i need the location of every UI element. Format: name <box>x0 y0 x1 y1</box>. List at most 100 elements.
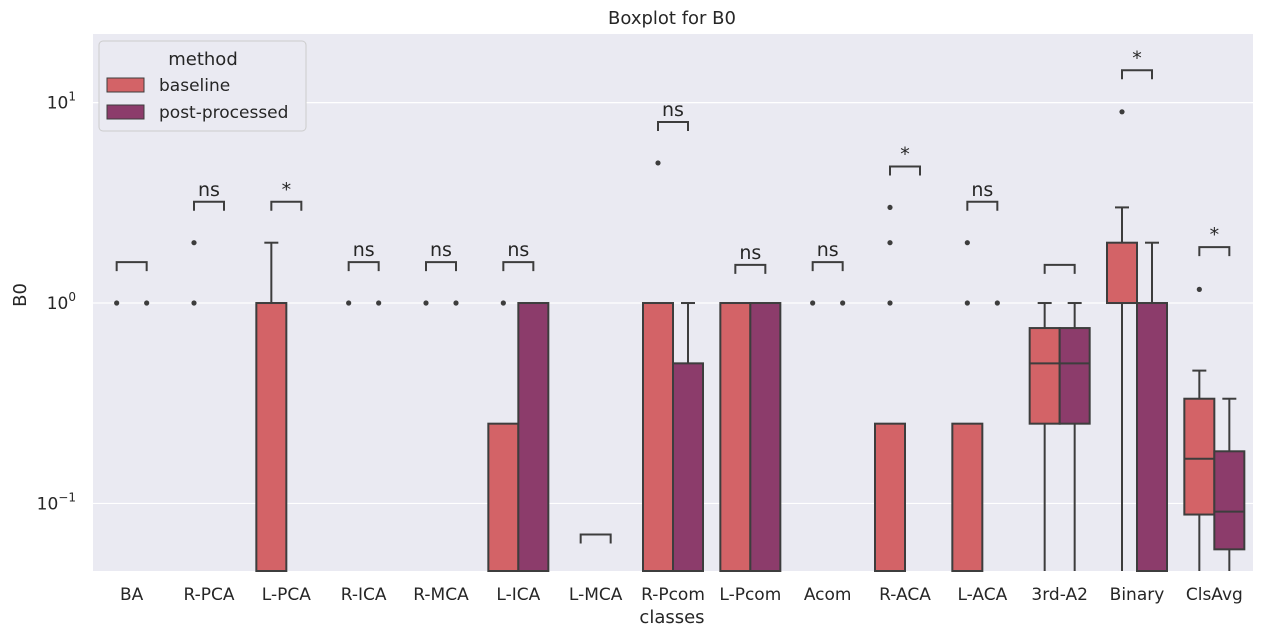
significance-bracket <box>811 261 844 272</box>
significance-label: ns <box>662 99 684 121</box>
x-tick-label: Acom <box>804 585 852 605</box>
box-flier <box>1196 286 1202 292</box>
significance-label: ns <box>198 179 220 201</box>
box-flier <box>655 160 661 166</box>
legend: method baseline post-processed <box>98 40 307 132</box>
significance-label: ns <box>817 239 839 261</box>
y-tick-base: 10 <box>47 94 69 114</box>
x-tick-label: Binary <box>1110 585 1165 605</box>
chart-title: Boxplot for B0 <box>608 8 736 29</box>
x-tick-label: R-ICA <box>341 585 387 605</box>
significance-bracket <box>193 200 225 211</box>
box-flier <box>376 300 382 306</box>
significance-bracket <box>502 261 535 272</box>
y-tick-exponent: −1 <box>58 490 76 504</box>
significance-label: ns <box>353 239 375 261</box>
box-body <box>1106 241 1138 305</box>
box-body <box>1183 397 1216 516</box>
box-flier <box>1119 109 1125 115</box>
x-tick-label: L-MCA <box>569 585 623 605</box>
box-flier <box>191 300 197 306</box>
box-flier <box>887 300 893 306</box>
significance-label: * <box>1132 47 1142 69</box>
legend-label-post-processed: post-processed <box>159 103 288 123</box>
legend-swatch-baseline <box>106 77 145 93</box>
box-flier <box>887 204 893 211</box>
box-layer <box>114 109 1246 572</box>
box-flier <box>453 300 459 306</box>
box-flier <box>964 240 970 246</box>
box-body <box>255 302 288 572</box>
box-body <box>1213 450 1246 551</box>
x-tick-label: L-ICA <box>496 585 540 605</box>
y-tick-label: 101 <box>47 90 76 114</box>
box-body <box>874 422 906 572</box>
x-tick-label: R-PCA <box>183 585 234 605</box>
box-flier <box>114 300 120 306</box>
x-tick-label: L-ACA <box>957 585 1007 605</box>
x-tick-label: 3rd-A2 <box>1031 585 1088 605</box>
y-tick-exponent: 1 <box>68 90 76 104</box>
significance-bracket <box>115 261 148 272</box>
significance-bracket <box>1043 263 1076 274</box>
box-body <box>487 422 520 572</box>
x-axis-ticks: BA R-PCA L-PCA R-ICA R-MCA L-ICA L-MCA R-Pcom L-… <box>120 585 1243 605</box>
box-body <box>1136 302 1168 572</box>
box-body <box>517 302 550 572</box>
significance-bracket <box>657 121 689 132</box>
significance-label: ns <box>507 239 529 261</box>
box-flier <box>144 300 150 306</box>
y-tick-base: 10 <box>47 294 69 314</box>
x-tick-label: BA <box>120 585 144 605</box>
box-body <box>1028 327 1061 425</box>
x-tick-label: R-ACA <box>879 585 931 605</box>
box-flier <box>840 300 846 306</box>
box-flier <box>810 300 816 306</box>
box-flier <box>346 300 352 306</box>
box-flier <box>500 300 506 306</box>
significance-bracket <box>1121 69 1153 80</box>
significance-label: * <box>282 179 292 201</box>
y-axis-label: B0 <box>10 283 31 307</box>
y-tick-label: 10−1 <box>37 490 76 514</box>
box-body <box>719 302 752 572</box>
box-body <box>951 422 984 572</box>
box-flier <box>994 300 1000 306</box>
significance-bracket <box>889 165 921 176</box>
legend-frame <box>98 40 307 132</box>
significance-bracket <box>1198 246 1231 257</box>
legend-label-baseline: baseline <box>159 76 230 96</box>
y-tick-label: 100 <box>47 290 76 314</box>
significance-bracket <box>347 261 380 272</box>
box-flier <box>887 240 893 246</box>
x-tick-label: R-Pcom <box>641 585 705 605</box>
box-body <box>672 362 704 572</box>
x-axis-label: classes <box>639 607 704 628</box>
y-tick-base: 10 <box>37 494 59 514</box>
legend-title: method <box>168 49 238 70</box>
box-flier <box>191 240 197 246</box>
x-tick-label: ClsAvg <box>1186 585 1243 605</box>
box-body <box>642 302 674 572</box>
significance-bracket <box>425 261 457 272</box>
significance-bracket <box>966 200 999 211</box>
x-tick-label: R-MCA <box>413 585 469 605</box>
significance-bracket <box>734 263 767 274</box>
significance-label: ns <box>739 242 761 264</box>
significance-label: ns <box>430 239 452 261</box>
significance-label: * <box>1210 224 1220 246</box>
box-body <box>1058 327 1091 425</box>
significance-label: * <box>900 143 910 165</box>
y-tick-exponent: 0 <box>68 290 76 304</box>
significance-label: ns <box>971 179 993 201</box>
box-flier <box>423 300 429 306</box>
x-tick-label: L-PCA <box>262 585 311 605</box>
x-tick-label: L-Pcom <box>719 585 781 605</box>
box-flier <box>964 300 970 306</box>
significance-annotations: ns * ns ns ns ns ns ns * ns * * <box>115 47 1231 544</box>
significance-bracket <box>270 200 303 211</box>
significance-bracket <box>579 533 612 544</box>
box-body <box>749 302 782 572</box>
